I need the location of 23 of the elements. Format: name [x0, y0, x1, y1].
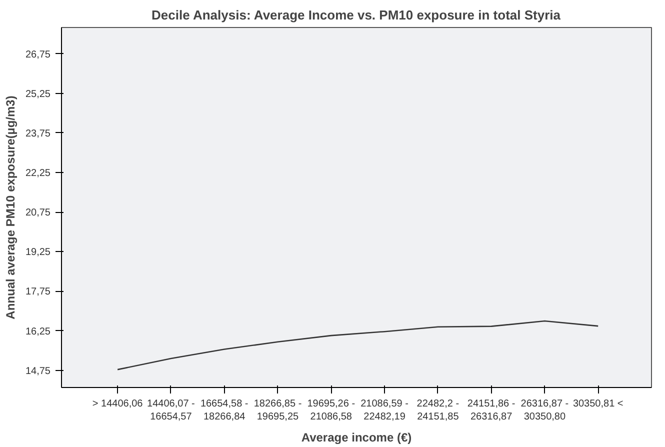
- x-tick-label: 26316,87 - 30350,80: [520, 398, 569, 423]
- y-tick-label: 14,75: [25, 366, 51, 377]
- x-tick-label: 30350,81 <: [572, 398, 624, 410]
- y-tick-label: 25,25: [25, 88, 51, 100]
- x-tick-label: 24151,86 - 26316,87: [467, 398, 516, 423]
- y-tick-label: 16,25: [25, 326, 51, 338]
- y-axis-title: Annual average PM10 exposure(µg/m3): [3, 96, 18, 320]
- x-tick-label: 16654,58 - 18266,84: [200, 398, 248, 423]
- x-tick-label: > 14406,06: [92, 398, 144, 410]
- x-tick-label: 22482,2 - 24151,85: [416, 398, 460, 423]
- y-tick-label: 17,75: [25, 286, 51, 298]
- chart-title: Decile Analysis: Average Income vs. PM10 exposure in total Styria: [152, 8, 562, 22]
- y-tick-label: 23,75: [25, 128, 51, 140]
- line-series: [116, 320, 599, 370]
- y-tick-label: 26,75: [25, 49, 51, 60]
- x-tick-label: 21086,59 - 22482,19: [360, 398, 408, 423]
- y-tick-label: 19,25: [25, 247, 51, 258]
- x-tick-label: 19695,26 - 21086,58: [307, 398, 356, 423]
- x-tick-label: 18266,85 - 19695,25: [254, 398, 302, 423]
- x-axis-title: Average income (€): [301, 430, 412, 445]
- y-tick-label: 20,75: [25, 208, 51, 219]
- y-tick-label: 22,25: [25, 168, 51, 180]
- x-tick-label: 14406,07 - 16654,57: [147, 398, 195, 423]
